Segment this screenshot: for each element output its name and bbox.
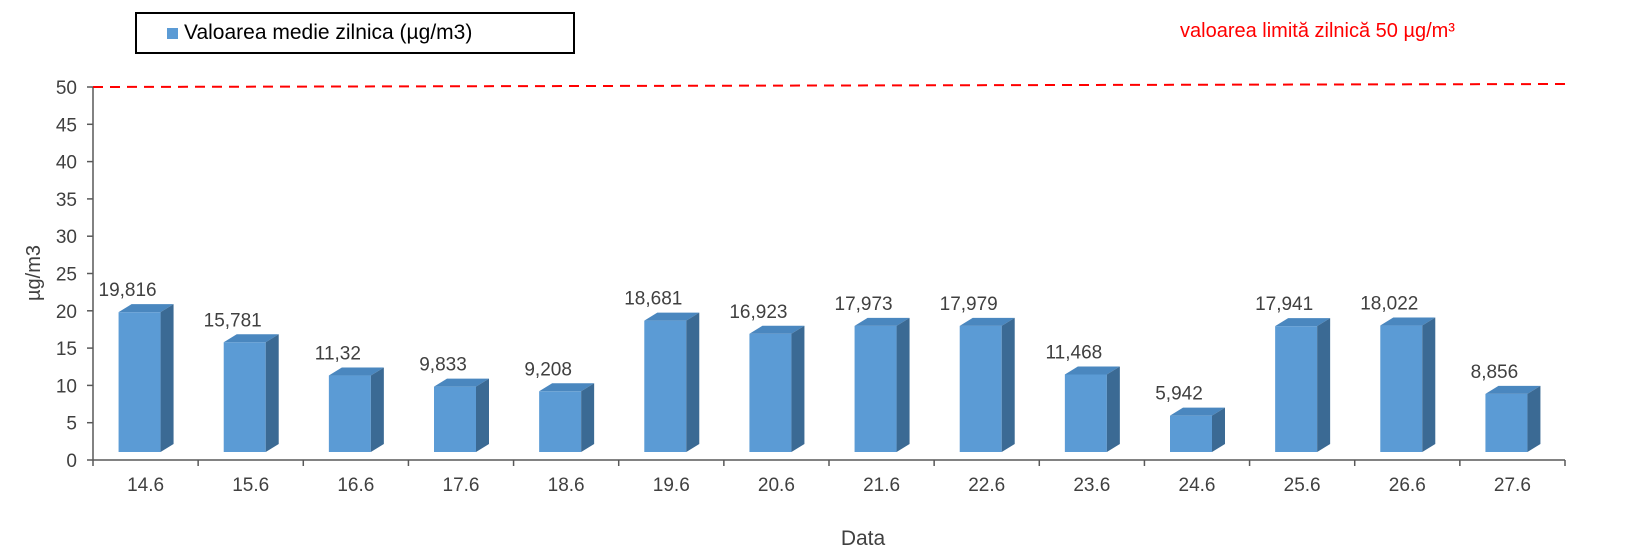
data-label: 15,781 [204, 310, 262, 331]
x-axis-title: Data [841, 527, 886, 550]
legend-swatch [167, 27, 178, 39]
data-label: 9,833 [419, 355, 467, 376]
x-tick-label: 14.6 [127, 475, 164, 496]
x-tick-label: 22.6 [968, 475, 1005, 496]
bar [1485, 393, 1528, 452]
bar-side-face [1001, 317, 1015, 452]
y-tick-label: 15 [56, 339, 77, 360]
bar-top-face [539, 383, 595, 392]
x-tick-label: 17.6 [443, 475, 480, 496]
bar-top-face [328, 367, 384, 376]
y-tick-label: 50 [56, 78, 77, 99]
bar-top-face [1170, 407, 1225, 416]
bar-side-face [581, 383, 595, 452]
bar-top-face [118, 304, 174, 313]
y-axis-title: µg/m3 [23, 245, 45, 301]
bar-side-face [265, 334, 279, 452]
data-label: 17,973 [835, 294, 893, 315]
x-tick-label: 27.6 [1494, 475, 1531, 496]
data-label: 18,022 [1360, 294, 1418, 315]
axes: 0 5 10 15 20 25 30 35 40 45 50 14.6 15.6 16.6 17.6 18.6… [56, 78, 1566, 496]
bar-top-face [434, 378, 489, 387]
limit-line [92, 83, 1566, 88]
bar [539, 391, 582, 452]
bar [434, 386, 476, 452]
bar [644, 320, 687, 452]
bar-side-face [896, 317, 910, 452]
y-tick-label: 20 [56, 302, 77, 323]
y-tick-label: 35 [56, 190, 77, 211]
bar [223, 342, 266, 452]
data-label: 11,32 [315, 344, 361, 365]
bar-top-face [854, 317, 910, 326]
data-label: 18,681 [624, 289, 682, 310]
legend-label: Valoarea medie zilnica (µg/m3) [184, 21, 473, 44]
legend: Valoarea medie zilnica (µg/m3) [135, 12, 575, 54]
data-label: 5,942 [1155, 384, 1203, 405]
bar-side-face [1422, 317, 1436, 452]
y-tick-label: 25 [56, 265, 77, 286]
x-tick-label: 20.6 [758, 475, 795, 496]
bar-side-face [370, 367, 384, 452]
bar [328, 375, 371, 452]
bar-side-face [160, 304, 174, 452]
labels: 19,816 15,781 11,32 9,833 9,208 18,681 16,923 1… [99, 280, 1519, 405]
bar [749, 333, 792, 452]
x-tick-label: 21.6 [863, 475, 900, 496]
bar [1380, 325, 1423, 452]
bar-side-face [1527, 385, 1541, 452]
bar [1275, 326, 1318, 452]
bar [118, 312, 161, 452]
x-tick-label: 26.6 [1389, 475, 1426, 496]
bar-top-face [749, 325, 805, 334]
y-tick-label: 40 [56, 153, 77, 174]
bars [118, 304, 1541, 452]
bar-top-face [1064, 366, 1120, 375]
bar-side-face [1212, 407, 1225, 452]
bar-top-face [223, 334, 279, 343]
y-tick-label: 45 [56, 115, 77, 136]
x-tick-label: 18.6 [548, 475, 585, 496]
data-label: 8,856 [1471, 362, 1519, 383]
data-label: 17,979 [940, 294, 998, 315]
data-label: 16,923 [729, 302, 787, 323]
x-tick-label: 16.6 [337, 475, 374, 496]
bar [959, 325, 1002, 452]
y-tick-label: 10 [56, 376, 77, 397]
bar-top-face [644, 312, 700, 321]
bar-side-face [1317, 318, 1331, 452]
bar-top-face [1380, 317, 1436, 326]
bar-side-face [476, 378, 489, 452]
data-label: 19,816 [99, 280, 157, 301]
bar [1170, 415, 1212, 452]
bar [854, 325, 897, 452]
x-tick-label: 25.6 [1284, 475, 1321, 496]
y-tick-label: 5 [66, 414, 77, 435]
bar-side-face [686, 312, 700, 452]
bar-side-face [1106, 366, 1120, 452]
data-label: 11,468 [1046, 342, 1103, 363]
bar [1064, 374, 1107, 452]
x-tick-label: 24.6 [1179, 475, 1216, 496]
x-tick-label: 15.6 [232, 475, 269, 496]
bar-top-face [959, 317, 1015, 326]
x-tick-label: 23.6 [1073, 475, 1110, 496]
bar-top-face [1485, 385, 1541, 394]
data-label: 17,941 [1255, 294, 1313, 315]
y-tick-label: 30 [56, 227, 77, 248]
bar-side-face [791, 325, 805, 452]
data-label: 9,208 [524, 359, 572, 380]
y-tick-label: 0 [66, 451, 77, 472]
limit-line-label: valoarea limită zilnică 50 µg/m³ [1180, 20, 1455, 42]
x-tick-label: 19.6 [653, 475, 690, 496]
bar-top-face [1275, 318, 1331, 327]
